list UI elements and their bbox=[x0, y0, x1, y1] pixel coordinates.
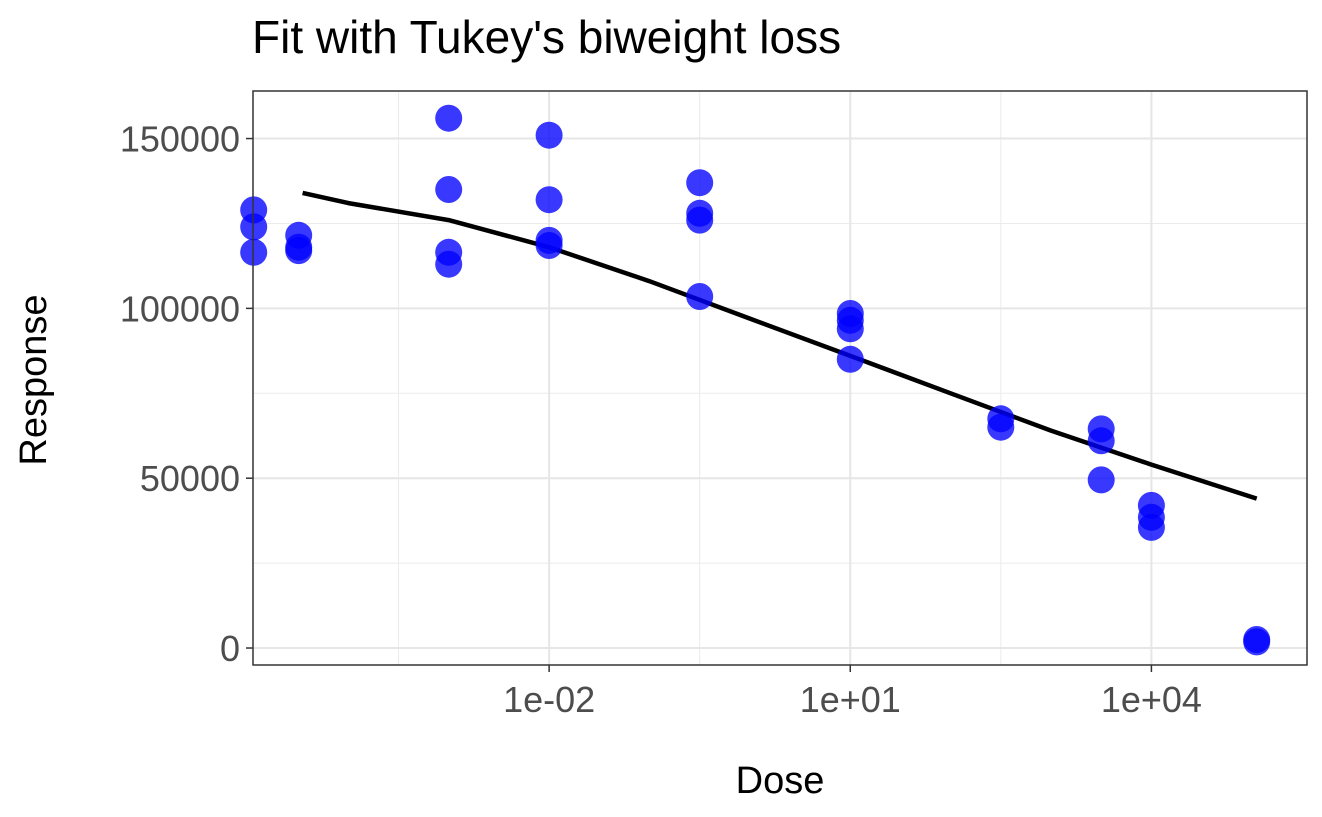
grid bbox=[253, 91, 1307, 665]
data-point bbox=[987, 413, 1015, 441]
data-point bbox=[686, 206, 714, 234]
y-tick-label: 0 bbox=[220, 628, 240, 669]
y-tick-label: 50000 bbox=[140, 458, 240, 499]
y-tick-label: 100000 bbox=[120, 288, 240, 329]
y-tick-label: 150000 bbox=[120, 119, 240, 160]
x-tick-label: 1e+04 bbox=[1101, 679, 1202, 720]
data-point bbox=[1243, 628, 1271, 656]
data-point bbox=[435, 176, 463, 203]
x-axis: 1e-02 1e+01 1e+04 bbox=[503, 665, 1202, 720]
y-axis-title: Response bbox=[13, 294, 55, 465]
fit-line bbox=[302, 190, 1258, 501]
data-point bbox=[686, 283, 714, 310]
x-tick-label: 1e+01 bbox=[800, 679, 901, 720]
panel-border bbox=[252, 90, 1308, 666]
data-point bbox=[435, 250, 463, 278]
fit-line-group bbox=[302, 190, 1258, 501]
scatter-points bbox=[240, 104, 1271, 656]
x-axis-title: Dose bbox=[736, 760, 825, 802]
data-point bbox=[1137, 513, 1165, 541]
data-point bbox=[535, 121, 563, 149]
data-point bbox=[535, 186, 563, 214]
data-point bbox=[686, 169, 714, 197]
data-point bbox=[435, 104, 463, 132]
chart-title: Fit with Tukey's biweight loss bbox=[252, 11, 841, 63]
data-point bbox=[836, 345, 864, 373]
y-axis: 0 50000 100000 150000 bbox=[120, 119, 253, 669]
data-point bbox=[285, 237, 313, 265]
data-point bbox=[1087, 427, 1115, 455]
x-tick-label: 1e-02 bbox=[503, 679, 595, 720]
data-point bbox=[1087, 466, 1115, 494]
data-point bbox=[535, 232, 563, 259]
data-point bbox=[836, 315, 864, 343]
